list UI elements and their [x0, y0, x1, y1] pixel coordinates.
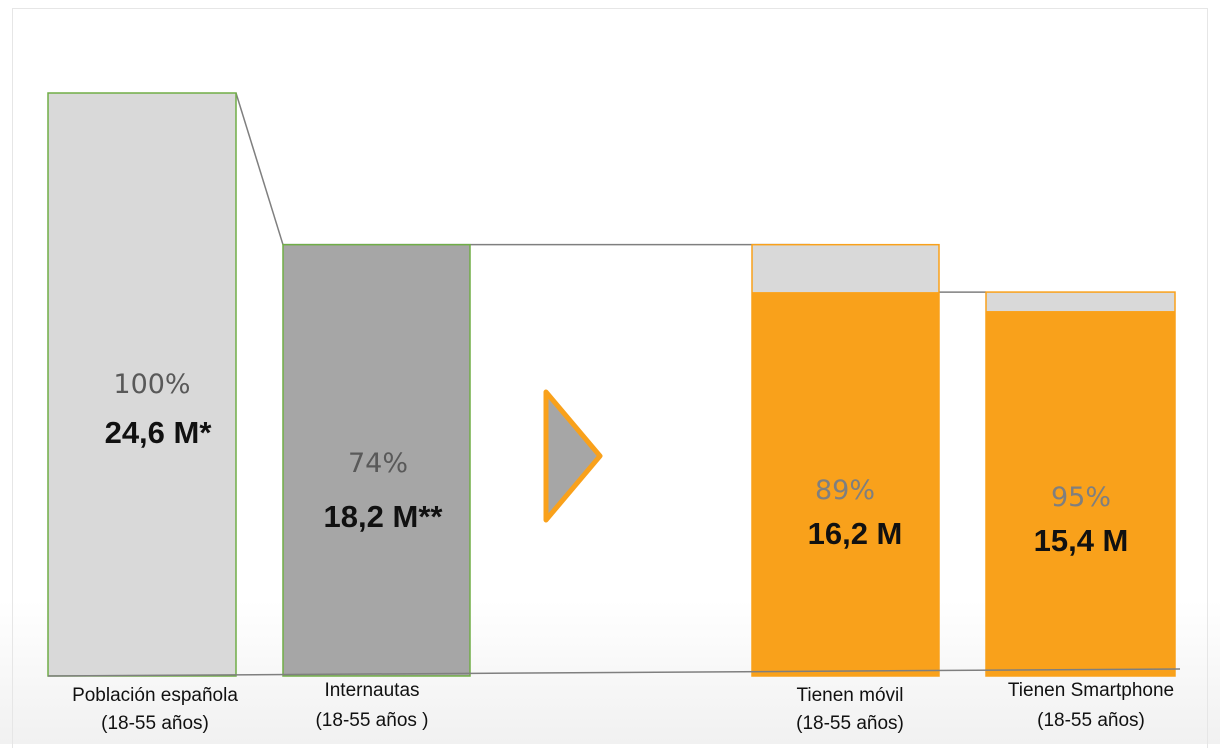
category-label: Tienen móvil	[796, 685, 903, 706]
category-sublabel: (18-55 años)	[101, 713, 209, 734]
percent-label: 100%	[113, 369, 190, 400]
value-label: 16,2 M	[808, 516, 903, 551]
value-label: 24,6 M*	[105, 415, 213, 450]
value-label: 18,2 M**	[324, 499, 444, 534]
bar-outline	[751, 243, 940, 677]
category-label: Población española	[72, 685, 238, 706]
category-sublabel: (18-55 años )	[315, 710, 428, 731]
connector-line	[235, 92, 284, 245]
baseline	[47, 668, 1181, 677]
bar	[47, 92, 237, 677]
bar	[282, 243, 471, 677]
bar-remainder	[752, 244, 939, 293]
bar	[752, 292, 939, 676]
percent-label: 89%	[815, 475, 875, 506]
category-label: Internautas	[324, 680, 419, 701]
category-sublabel: (18-55 años)	[796, 713, 904, 734]
category-sublabel: (18-55 años)	[1037, 710, 1145, 731]
value-label: 15,4 M	[1034, 523, 1129, 558]
bar-outline	[985, 291, 1176, 677]
percent-label: 74%	[348, 448, 408, 479]
percent-label: 95%	[1051, 482, 1111, 513]
bar	[986, 311, 1175, 676]
bar-remainder	[986, 292, 1175, 312]
arrow-icon	[543, 389, 603, 523]
chart-frame	[12, 8, 1208, 748]
category-label: Tienen Smartphone	[1008, 680, 1174, 701]
